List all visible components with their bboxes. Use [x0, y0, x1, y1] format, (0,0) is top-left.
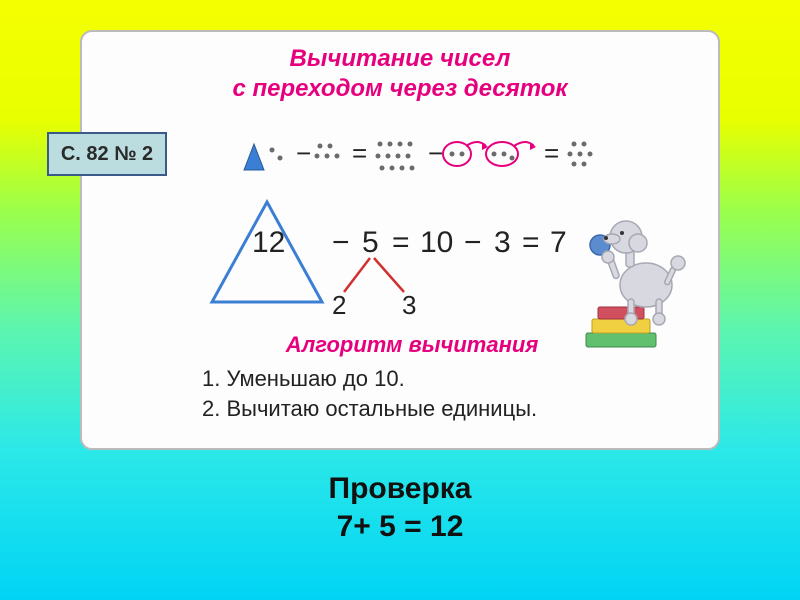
svg-text:5: 5: [362, 226, 379, 259]
svg-text:−: −: [464, 226, 482, 259]
title-line-1: Вычитание чисел: [290, 45, 511, 72]
algorithm-step-1: 1. Уменьшаю до 10.: [202, 364, 622, 394]
title-line-2: с переходом через десяток: [232, 75, 567, 102]
page-reference-text: С. 82 № 2: [61, 143, 153, 166]
algorithm-step-2: 2. Вычитаю остальные единицы.: [202, 394, 622, 424]
svg-text:7: 7: [550, 226, 567, 259]
svg-text:=: =: [522, 226, 540, 259]
poodle-icon: [568, 207, 698, 357]
card-title: Вычитание чисел с переходом через десято…: [82, 44, 718, 104]
svg-text:=: =: [392, 226, 410, 259]
lesson-card: Вычитание чисел с переходом через десято…: [80, 30, 720, 450]
svg-text:2: 2: [332, 290, 346, 320]
svg-text:−: −: [296, 138, 311, 168]
check-block: Проверка 7+ 5 = 12: [0, 470, 800, 545]
algorithm-title: Алгоритм вычитания: [202, 332, 622, 358]
svg-text:−: −: [428, 138, 443, 168]
dot-equation-icon: − = − =: [232, 132, 652, 182]
svg-text:12: 12: [252, 226, 285, 259]
algorithm-block: Алгоритм вычитания 1. Уменьшаю до 10. 2.…: [202, 332, 622, 423]
svg-text:3: 3: [494, 226, 511, 259]
page-reference-box: С. 82 № 2: [47, 132, 167, 176]
check-label: Проверка: [329, 472, 472, 505]
svg-text:−: −: [332, 226, 350, 259]
svg-text:10: 10: [420, 226, 453, 259]
svg-text:3: 3: [402, 290, 416, 320]
triangle-equation-icon: 12 − 5 = 10 − 3 = 7 2 3: [202, 192, 602, 322]
svg-text:=: =: [544, 138, 559, 168]
check-expression: 7+ 5 = 12: [337, 510, 464, 543]
svg-text:=: =: [352, 138, 367, 168]
